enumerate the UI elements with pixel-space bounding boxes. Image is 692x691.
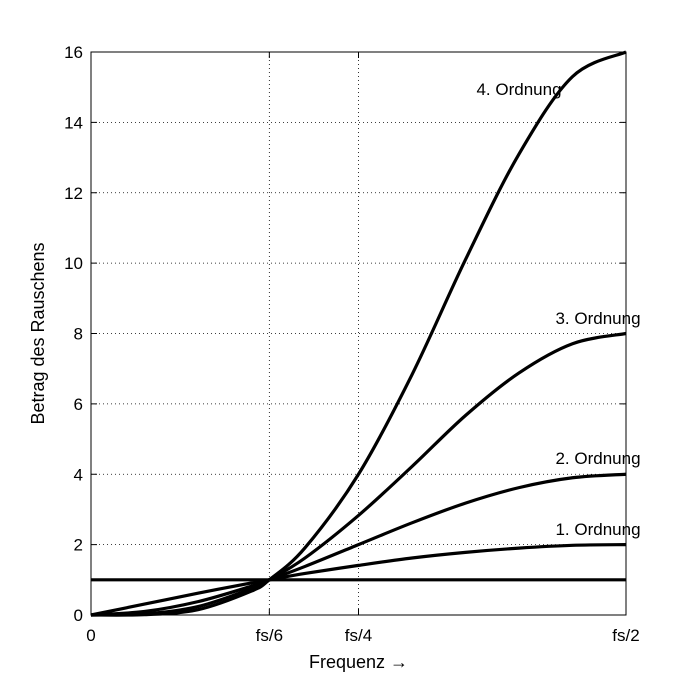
y-tick-label: 14 (64, 113, 83, 132)
x-axis-label: Frequenz → (309, 652, 408, 672)
series-lines (90, 50, 627, 617)
y-tick-label: 8 (74, 325, 83, 344)
y-tick-label: 6 (74, 395, 83, 414)
series-line-1 (90, 543, 627, 617)
y-tick-label: 12 (64, 184, 83, 203)
x-tick-label: fs/6 (256, 626, 283, 645)
axis-ticks (90, 51, 627, 616)
curve-label: 3. Ordnung (555, 309, 640, 328)
y-axis-label: Betrag des Rauschens (28, 242, 48, 424)
curve-label: 2. Ordnung (555, 449, 640, 468)
y-tick-label: 2 (74, 536, 83, 555)
x-tick-label: fs/4 (345, 626, 372, 645)
series-line-2 (90, 472, 627, 617)
y-tick-label: 16 (64, 43, 83, 62)
y-tick-label: 10 (64, 254, 83, 273)
y-tick-label: 4 (74, 465, 83, 484)
y-tick-label: 0 (74, 606, 83, 625)
curve-annotations: 1. Ordnung 2. Ordnung 3. Ordnung 4. Ordnung (476, 80, 640, 539)
series-line-3 (90, 331, 627, 617)
curve-label: 1. Ordnung (555, 520, 640, 539)
series-line-4 (90, 50, 627, 617)
curve-label: 4. Ordnung (476, 80, 561, 99)
tick-labels: 0 2 4 6 8 10 12 14 16 0 fs/6 fs/4 fs/2 (64, 43, 640, 645)
x-tick-label: 0 (86, 626, 95, 645)
x-tick-label: fs/2 (612, 626, 639, 645)
